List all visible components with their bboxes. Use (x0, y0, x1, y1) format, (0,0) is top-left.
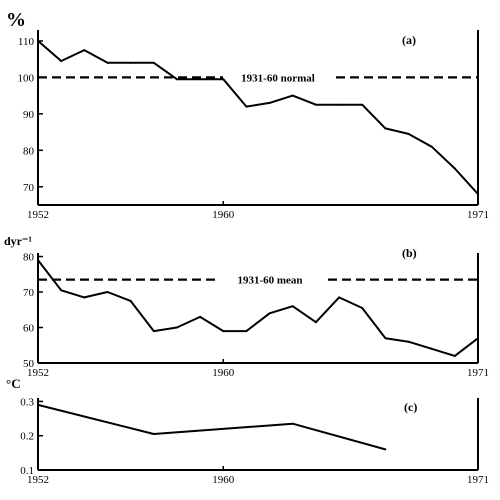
panel-a-data-point (199, 78, 202, 81)
panel-a-reference-label: 1931-60 normal (241, 72, 315, 84)
panel-c-y-tick-label: 0.1 (20, 465, 34, 477)
panel-a-data-point (37, 39, 39, 42)
panel-a-data-point (129, 61, 132, 64)
panel-a-data-point (83, 49, 86, 52)
panel-b-data-point (430, 347, 433, 350)
panel-c-y-tick-label: 0.2 (20, 431, 34, 443)
panel-b-x-tick-label: 1971 (467, 367, 489, 379)
panel-a-data-point (175, 78, 178, 81)
panel-a-data-point (222, 78, 225, 81)
panel-a-data-point (453, 167, 456, 170)
panel-b-data-point (222, 330, 225, 333)
panel-a-y-tick-label: 100 (18, 72, 35, 84)
panel-b-label: (b) (402, 246, 417, 260)
panel-a-data-point (106, 61, 109, 64)
panel-a-data-point (268, 101, 271, 104)
panel-b-data-point (477, 337, 479, 340)
panel-b-x-tick-label: 1952 (27, 367, 49, 379)
panel-c-y-tick-label: 0.3 (20, 396, 34, 408)
panel-b-reference-label: 1931-60 mean (237, 275, 302, 287)
panel-b-data-point (453, 354, 456, 357)
panel-c-data-point (37, 403, 39, 406)
panel-c-series-line (37, 403, 386, 451)
panel-b-data-point (60, 289, 63, 292)
panel-b-data-point (314, 321, 317, 324)
panel-a-data-point (60, 59, 63, 62)
panel-b-series-line (37, 259, 479, 357)
panel-b-data-point (152, 330, 155, 333)
panel-a-x-tick-label: 1971 (467, 209, 489, 221)
panel-a-unit-label: % (6, 9, 26, 31)
panel-a-data-point (314, 103, 317, 106)
panel-b-y-tick-label: 60 (23, 323, 35, 335)
panel-b-y-tick-label: 70 (23, 287, 35, 299)
panel-b-data-point (129, 299, 132, 302)
panel-b-data-point (106, 291, 109, 294)
panel-b-data-point (384, 337, 387, 340)
panel-a-x-tick-label: 1960 (212, 209, 235, 221)
panel-a-data-point (477, 193, 479, 196)
panel-c-unit-label: °C (6, 376, 21, 391)
panel-c-data-point (291, 422, 294, 425)
panel-b-data-point (338, 296, 341, 299)
panel-b-y-tick-label: 50 (23, 358, 35, 370)
panel-b-data-point (199, 315, 202, 318)
panel-a-series-line (37, 40, 479, 195)
panel-b-data-point (407, 340, 410, 343)
panel-b-data-point (361, 307, 364, 309)
panel-b-data-point (245, 330, 248, 333)
panel-a-y-tick-label: 110 (18, 36, 35, 48)
panel-a-data-point (338, 103, 341, 106)
panel-a-x-tick-label: 1952 (27, 209, 49, 221)
panel-b-unit-label: dyr⁻¹ (4, 234, 32, 248)
panel-c-data-point (384, 448, 387, 451)
panel-b-data-point (83, 296, 86, 299)
panel-a-data-point (291, 94, 294, 97)
panel-a-label: (a) (402, 33, 416, 47)
panel-a-y-tick-label: 90 (23, 109, 35, 121)
panel-a-data-point (407, 132, 410, 135)
panel-c-label: (c) (404, 400, 417, 414)
panel-a-data-point (361, 103, 364, 106)
panel-a-data-point (245, 105, 248, 108)
panel-c-data-point (152, 433, 155, 435)
panel-b-data-point (291, 305, 294, 308)
panel-c-x-tick-label: 1952 (27, 474, 49, 486)
panel-b-x-tick-label: 1960 (212, 367, 235, 379)
panel-b-data-point (175, 326, 178, 329)
panel-a-y-tick-label: 70 (23, 182, 35, 194)
panel-c-x-tick-label: 1971 (467, 474, 489, 486)
panel-b-data-point (268, 312, 271, 315)
panel-a-data-point (152, 61, 155, 64)
panel-a-data-point (430, 145, 433, 148)
panel-b-y-tick-label: 80 (23, 252, 35, 264)
panel-b-data-point (37, 259, 39, 262)
panel-a-data-point (384, 127, 387, 130)
panel-a-y-tick-label: 80 (23, 145, 35, 157)
panel-c-x-tick-label: 1960 (212, 474, 235, 486)
